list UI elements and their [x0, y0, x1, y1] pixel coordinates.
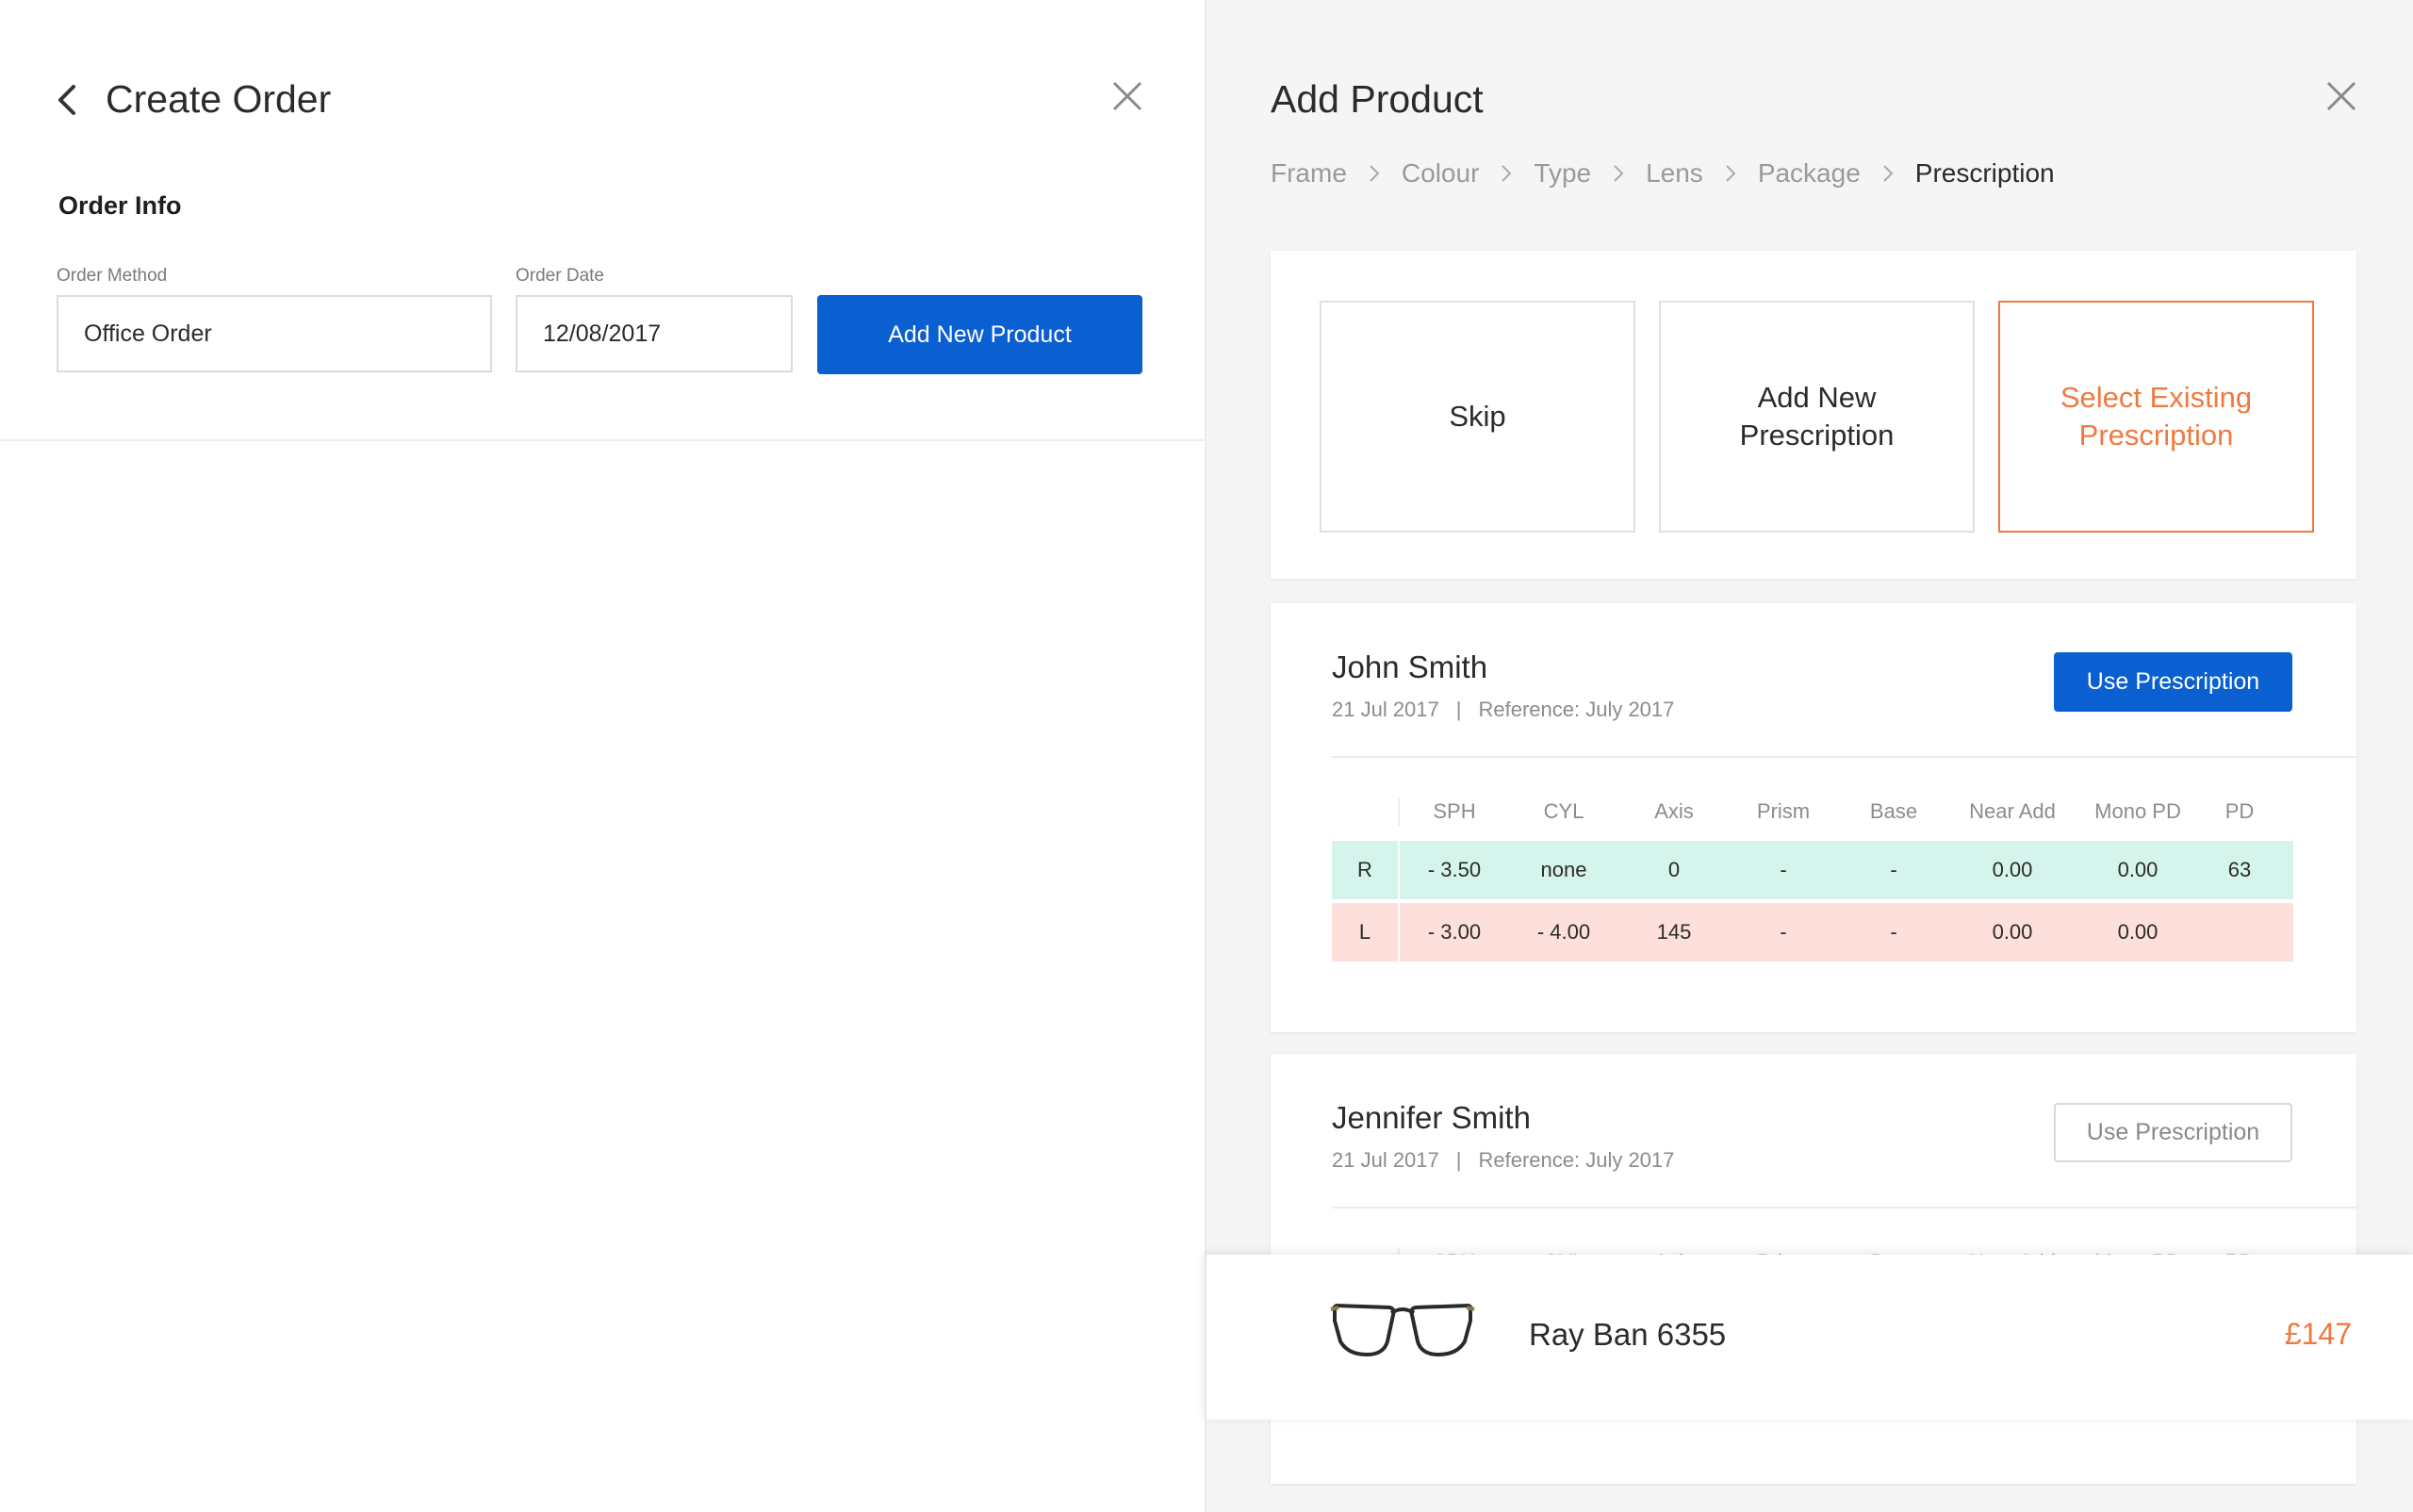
order-method-label: Order Method	[57, 266, 168, 286]
patient-name: Jennifer Smith	[1332, 1100, 1531, 1135]
prescription-reference: Reference: July 2017	[1478, 1148, 1675, 1172]
glasses-icon	[1330, 1303, 1475, 1357]
skip-option-label: Skip	[1449, 400, 1506, 433]
add-new-product-button[interactable]: Add New Product	[817, 295, 1142, 374]
divider	[1332, 756, 2356, 758]
select-existing-prescription-option[interactable]: Select Existing Prescription	[1998, 301, 2314, 533]
pd-cell: 63	[2227, 858, 2252, 881]
header-pd: PD	[2224, 799, 2255, 823]
order-method-field[interactable]: Office Order	[57, 295, 492, 372]
mono-pd-cell: 0.00	[2117, 858, 2159, 881]
table-header: SPH CYL Axis Prism Base Near Add Mono PD…	[1332, 782, 2293, 841]
header-near-add: Near Add	[1969, 799, 2056, 823]
product-name: Ray Ban 6355	[1529, 1317, 1727, 1352]
meta-separator: |	[1455, 1148, 1462, 1172]
select-existing-prescription-label: Select Existing Prescription	[2060, 381, 2253, 452]
back-arrow-icon[interactable]	[53, 81, 81, 119]
order-date-field[interactable]: 12/08/2017	[516, 295, 793, 372]
page-title: Create Order	[106, 77, 332, 121]
cyl-cell: none	[1540, 858, 1587, 881]
chevron-right-icon	[1726, 165, 1736, 182]
order-date-label: Order Date	[516, 266, 604, 286]
prescription-table: SPH CYL Axis Prism Base Near Add Mono PD…	[1332, 782, 2293, 965]
chevron-right-icon	[1614, 165, 1624, 182]
breadcrumb: Frame Colour Type Lens Package Prescript…	[1271, 158, 2055, 189]
chevron-right-icon	[1370, 165, 1380, 182]
header-prism: Prism	[1756, 799, 1811, 823]
header-sph: SPH	[1433, 799, 1476, 823]
sph-cell: - 3.50	[1427, 858, 1482, 881]
near-add-cell: 0.00	[1992, 858, 2033, 881]
divider	[1332, 1207, 2356, 1208]
prism-cell: -	[1780, 920, 1787, 944]
header-mono-pd: Mono PD	[2094, 799, 2181, 823]
prescription-reference: Reference: July 2017	[1478, 698, 1675, 721]
axis-cell: 145	[1656, 920, 1692, 944]
header-cyl: CYL	[1543, 799, 1584, 823]
close-icon[interactable]	[2324, 79, 2358, 113]
breadcrumb-type[interactable]: Type	[1534, 158, 1592, 188]
patient-name: John Smith	[1332, 649, 1488, 684]
prescription-date: 21 Jul 2017	[1332, 698, 1439, 721]
chevron-right-icon	[1502, 165, 1512, 182]
table-row: R - 3.50 none 0 - - 0.00 0.00 63	[1332, 841, 2293, 899]
axis-cell: 0	[1667, 858, 1681, 881]
use-prescription-button[interactable]: Use Prescription	[2054, 652, 2292, 712]
breadcrumb-prescription[interactable]: Prescription	[1914, 158, 2055, 188]
cyl-cell: - 4.00	[1536, 920, 1591, 944]
breadcrumb-frame[interactable]: Frame	[1271, 158, 1347, 188]
use-prescription-button[interactable]: Use Prescription	[2054, 1103, 2292, 1162]
create-order-panel: Create Order Order Info Order Method Off…	[0, 0, 1205, 1512]
close-icon[interactable]	[1110, 79, 1144, 113]
eye-cell: R	[1332, 841, 1400, 899]
selected-product-bar: Ray Ban 6355 £147	[1205, 1255, 2413, 1420]
base-cell: -	[1890, 920, 1897, 944]
breadcrumb-package[interactable]: Package	[1757, 158, 1861, 188]
breadcrumb-lens[interactable]: Lens	[1646, 158, 1703, 188]
chevron-right-icon	[1883, 165, 1894, 182]
prescription-card: John Smith 21 Jul 2017 | Reference: July…	[1271, 603, 2356, 1032]
prescription-meta: 21 Jul 2017 | Reference: July 2017	[1332, 1148, 1674, 1173]
near-add-cell: 0.00	[1992, 920, 2033, 944]
add-new-prescription-label: Add New Prescription	[1739, 381, 1895, 452]
sph-cell: - 3.00	[1427, 920, 1482, 944]
section-title: Order Info	[58, 191, 182, 220]
meta-separator: |	[1455, 698, 1462, 721]
order-info-section: Create Order Order Info Order Method Off…	[0, 0, 1205, 441]
table-header-eye	[1332, 797, 1400, 826]
eye-cell: L	[1332, 903, 1400, 961]
prescription-options-card: Skip Add New Prescription Select Existin…	[1271, 251, 2356, 579]
base-cell: -	[1890, 858, 1897, 881]
product-price: £147	[2284, 1317, 2352, 1351]
prism-cell: -	[1780, 858, 1787, 881]
prescription-date: 21 Jul 2017	[1332, 1148, 1439, 1172]
header-axis: Axis	[1654, 799, 1694, 823]
table-row: L - 3.00 - 4.00 145 - - 0.00 0.00	[1332, 903, 2293, 961]
mono-pd-cell: 0.00	[2117, 920, 2159, 944]
add-new-prescription-option[interactable]: Add New Prescription	[1659, 301, 1975, 533]
prescription-meta: 21 Jul 2017 | Reference: July 2017	[1332, 698, 1674, 722]
header-base: Base	[1869, 799, 1918, 823]
panel-title: Add Product	[1271, 77, 1484, 121]
breadcrumb-colour[interactable]: Colour	[1401, 158, 1480, 188]
skip-option[interactable]: Skip	[1320, 301, 1635, 533]
